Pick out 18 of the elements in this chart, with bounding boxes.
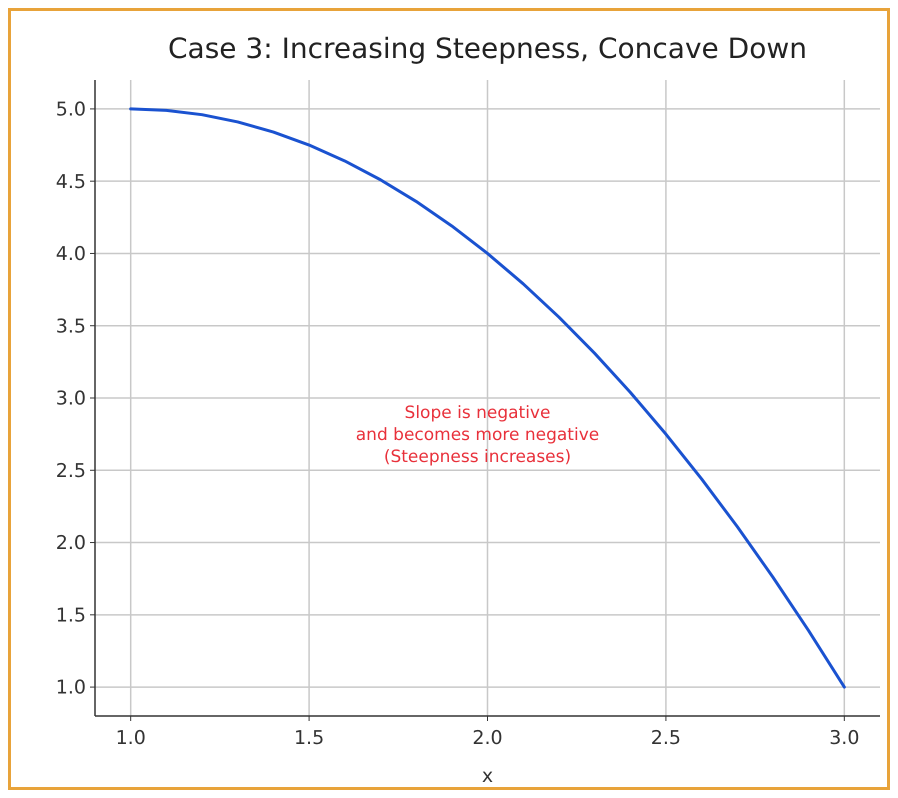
annotation: Slope is negative and becomes more negative (Steepness increases) xyxy=(356,403,600,468)
y-tick-label: 1.0 xyxy=(56,676,86,699)
y-tick-label: 5.0 xyxy=(56,98,86,121)
y-tick-label: 1.5 xyxy=(56,604,86,626)
x-tick-label: 1.5 xyxy=(294,727,324,749)
x-tick-label: 1.0 xyxy=(116,727,146,749)
x-tick-label: 2.0 xyxy=(472,727,503,749)
y-tick-label: 4.0 xyxy=(56,243,86,266)
x-tick-label: 3.0 xyxy=(829,727,860,749)
x-tick-label: 2.5 xyxy=(650,727,682,749)
y-tick-label: 3.0 xyxy=(56,388,86,410)
line-series xyxy=(129,107,846,689)
chart-title: Case 3: Increasing Steepness, Concave Down xyxy=(168,32,807,65)
y-tick-label: 4.5 xyxy=(56,170,86,193)
y-tick-label: 3.5 xyxy=(56,315,86,338)
y-tick-label: 2.0 xyxy=(56,532,86,554)
x-axis-title: x xyxy=(482,765,494,787)
y-tick-label: 2.5 xyxy=(56,460,86,482)
